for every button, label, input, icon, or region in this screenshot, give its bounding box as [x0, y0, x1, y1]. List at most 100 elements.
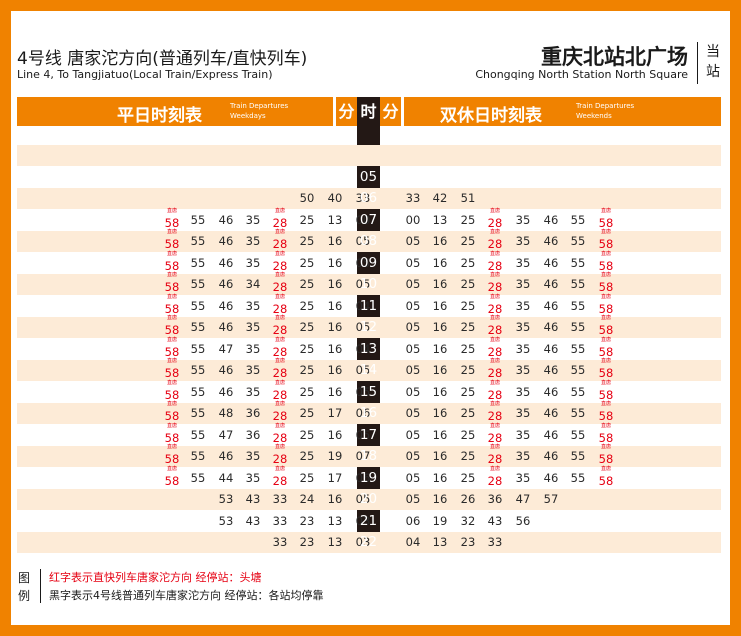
hour-label: 07 [359, 211, 378, 228]
weekend-express-departure: 直唐 58 [591, 466, 621, 494]
weekend-departure: 19 [432, 513, 448, 528]
weekend-departure: 25 [460, 363, 476, 377]
timetable-row: 直唐 58 55 48 36 直唐 28 25 17 06 05 16 25 直唐 28 35 46 55 直唐 58 [17, 401, 721, 424]
express-mark: 直唐 [274, 207, 285, 214]
weekday-departure: 55 [190, 320, 206, 334]
express-mark: 直唐 [274, 401, 285, 407]
weekday-band: 平日时刻表 Train Departures Weekdays [17, 97, 333, 126]
weekday-express-departure: 直唐 28 [265, 250, 295, 279]
weekday-departure: 33 [272, 492, 288, 506]
weekday-express-departure: 直唐 58 [157, 336, 187, 365]
hour-label: 08 [359, 233, 378, 249]
weekend-express-departure: 直唐 58 [591, 336, 621, 365]
departure-minute: 28 [272, 280, 288, 294]
weekend-departure: 35 [515, 341, 531, 356]
weekday-departure: 05 [355, 255, 371, 270]
departure-minute: 28 [272, 215, 288, 230]
departure-minute: 28 [487, 430, 503, 445]
weekend-band: 双休日时刻表 Train Departures Weekends [404, 97, 721, 126]
weekday-departure: 36 [245, 406, 261, 420]
weekend-express-departure: 直唐 58 [591, 315, 621, 343]
departure-minute: 28 [487, 409, 503, 423]
weekday-departure: 06 [355, 406, 371, 420]
weekday-departure: 33 [272, 535, 288, 549]
express-mark: 直唐 [600, 401, 611, 407]
express-mark: 直唐 [489, 250, 500, 257]
weekday-departure: 00 [355, 212, 371, 227]
timetable-row: 直唐 58 55 46 35 直唐 28 25 16 05 05 16 25 直唐 28 35 46 55 直唐 58 [17, 315, 721, 338]
weekday-express-departure: 直唐 58 [157, 466, 187, 494]
express-mark: 直唐 [274, 379, 285, 386]
weekend-express-departure: 直唐 28 [480, 358, 510, 386]
timetable-row: 50 40 33 33 42 51 [17, 188, 721, 209]
hour-label: 14 [359, 362, 378, 378]
weekday-departure: 46 [218, 320, 234, 334]
hour-label: 05 [359, 168, 378, 185]
weekend-departure: 05 [405, 406, 421, 420]
express-mark: 直唐 [600, 336, 611, 343]
hour-label: 09 [359, 254, 378, 271]
weekend-departure: 25 [460, 427, 476, 442]
express-mark: 直唐 [489, 272, 500, 278]
express-mark: 直唐 [166, 422, 177, 429]
weekday-express-departure: 直唐 28 [265, 337, 295, 365]
express-mark: 直唐 [166, 272, 177, 278]
weekday-departure: 25 [299, 470, 315, 485]
weekday-express-departure: 直唐 58 [157, 422, 187, 451]
weekday-departure: 35 [245, 234, 261, 248]
departure-minute: 58 [598, 323, 614, 337]
departure-minute: 28 [487, 323, 503, 337]
weekday-departure: 13 [327, 535, 343, 549]
timetable-row: 直唐 58 55 46 35 直唐 28 25 16 05 05 16 25 直唐 28 35 46 55 直唐 58 [17, 379, 721, 403]
weekday-departure: 34 [245, 277, 261, 291]
departure-minute: 28 [272, 452, 288, 466]
weekday-departure: 55 [190, 298, 206, 313]
weekday-departure: 46 [218, 255, 234, 270]
legend-express: 红字表示直快列车唐家沱方向 经停站：头塘 [49, 571, 262, 584]
weekend-departure: 05 [405, 298, 421, 313]
weekend-departure: 16 [432, 449, 448, 463]
weekday-express-departure: 直唐 28 [265, 423, 295, 451]
departure-minute: 58 [164, 344, 180, 359]
weekend-departure: 00 [405, 212, 421, 227]
weekday-departure: 16 [327, 298, 343, 313]
express-mark: 直唐 [600, 358, 611, 364]
express-mark: 直唐 [600, 315, 611, 321]
hour-label: 13 [359, 340, 378, 357]
weekday-departure: 05 [355, 384, 371, 399]
weekend-express-departure: 直唐 28 [480, 315, 510, 343]
weekend-departure: 42 [432, 191, 448, 205]
weekend-departure: 35 [515, 298, 531, 313]
weekday-departure: 50 [299, 191, 315, 205]
weekend-express-departure: 直唐 58 [591, 229, 621, 257]
weekend-departure: 35 [515, 406, 531, 420]
weekday-departure: 46 [218, 298, 234, 313]
weekday-departure: 13 [327, 212, 343, 227]
hour-label: 11 [359, 297, 378, 314]
weekday-departure: 55 [190, 449, 206, 463]
departure-minute: 58 [164, 215, 180, 230]
weekend-departure: 25 [460, 406, 476, 420]
express-mark: 直唐 [166, 315, 177, 321]
weekday-departure: 03 [355, 513, 371, 528]
hour-label: 23 [359, 555, 378, 572]
weekend-departure: 57 [543, 492, 559, 506]
weekend-departure: 35 [515, 255, 531, 270]
hour-label: 18 [359, 448, 378, 464]
express-mark: 直唐 [166, 336, 177, 343]
departure-minute: 58 [164, 280, 180, 294]
departure-minute: 28 [487, 473, 503, 488]
weekday-departure: 06 [355, 470, 371, 485]
weekend-departure: 05 [405, 492, 421, 506]
weekday-departure: 05 [355, 492, 371, 506]
departure-minute: 28 [272, 387, 288, 402]
weekend-express-departure: 直唐 58 [591, 294, 621, 322]
hour-label: 17 [359, 426, 378, 443]
departure-minute: 28 [487, 237, 503, 251]
weekday-departure: 07 [355, 449, 371, 463]
weekday-departure: 25 [299, 320, 315, 334]
express-mark: 直唐 [274, 250, 285, 257]
weekend-departure: 55 [570, 212, 586, 227]
departure-minute: 58 [164, 258, 180, 273]
weekend-departure: 25 [460, 277, 476, 291]
